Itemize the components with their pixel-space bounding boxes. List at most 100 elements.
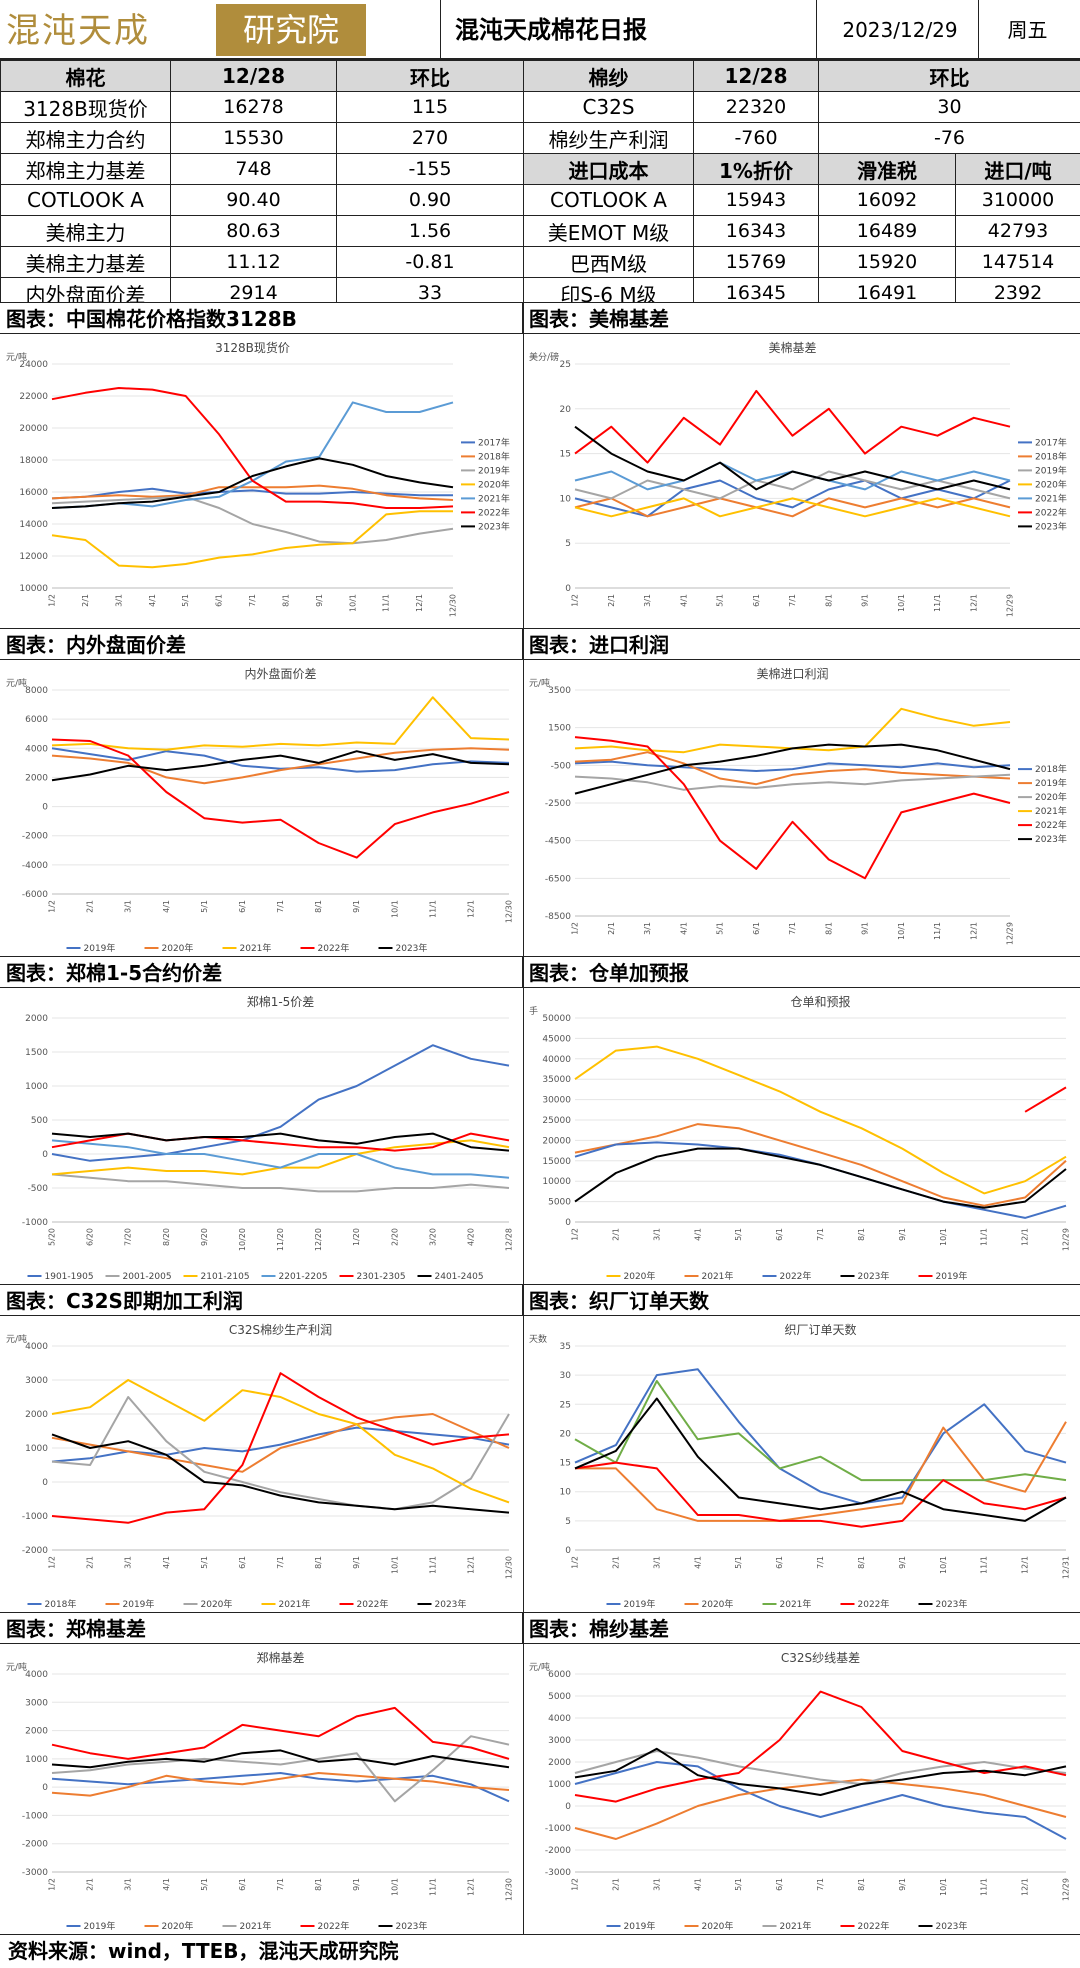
legend-label: 2020年: [162, 1920, 194, 1932]
y-tick-label: 3500: [548, 686, 571, 696]
x-tick-label: 1/2: [48, 1556, 57, 1569]
y-tick-label: 24000: [19, 360, 48, 370]
x-tick-label: 10/1: [939, 1878, 948, 1896]
x-tick-label: 2/1: [86, 1556, 95, 1569]
chart-yarn-basis: C32S纱线基差元/吨-3000-2000-100001000200030004…: [523, 1644, 1080, 1934]
legend-label: 2020年: [624, 1270, 656, 1282]
legend-label: 2023年: [396, 1920, 428, 1932]
x-tick-label: 8/1: [314, 900, 323, 913]
legend-label: 2019年: [624, 1598, 656, 1610]
cell-value: 16278: [171, 92, 337, 123]
legend-label: 2018年: [1035, 763, 1067, 775]
chart-inner-outer-spread: 内外盘面价差元/吨-6000-4000-20000200040006000800…: [0, 660, 523, 956]
chart-title: 美棉进口利润: [756, 667, 828, 681]
legend-label: 2017年: [478, 436, 510, 448]
x-tick-label: 11/1: [428, 900, 437, 918]
y-tick-label: 0: [42, 803, 48, 813]
y-tick-label: 40000: [542, 1055, 571, 1065]
y-tick-label: 25: [560, 1400, 571, 1410]
legend-label: 2023年: [478, 520, 510, 532]
x-tick-label: 1/2: [571, 1228, 580, 1241]
section-title: 图表：郑棉基差: [0, 1612, 523, 1644]
section-title: 图表：C32S即期加工利润: [0, 1284, 523, 1316]
x-tick-label: 8/1: [824, 594, 833, 607]
y-tick-label: 2000: [25, 1727, 48, 1737]
y-tick-label: 12000: [19, 552, 48, 562]
row-label: 美棉主力基差: [1, 247, 171, 278]
y-tick-label: -500: [28, 1184, 49, 1194]
y-tick-label: 20000: [19, 424, 48, 434]
x-tick-label: 9/1: [352, 900, 361, 913]
x-tick-label: 9/1: [861, 922, 870, 935]
legend-label: 2018年: [45, 1598, 77, 1610]
cell-change: 115: [337, 92, 524, 123]
y-tick-label: 2000: [25, 1014, 48, 1024]
x-tick-label: 5/1: [200, 1878, 209, 1891]
x-tick-label: 7/1: [788, 922, 797, 935]
legend-label: 2019年: [123, 1598, 155, 1610]
series-line: [575, 1149, 1066, 1208]
x-tick-label: 6/1: [238, 1878, 247, 1891]
table-header-row: 棉纱 12/28 环比: [524, 61, 1080, 92]
y-tick-label: 18000: [19, 456, 48, 466]
chart-title: 郑棉基差: [256, 1650, 304, 1665]
legend-label: 2022年: [858, 1920, 890, 1932]
legend-label: 2023年: [1035, 833, 1067, 845]
legend-label: 2001-2005: [123, 1272, 172, 1282]
x-tick-label: 5/20: [48, 1228, 57, 1246]
cell-change: 30: [819, 92, 1080, 123]
x-tick-label: 4/1: [693, 1556, 702, 1569]
x-tick-label: 8/1: [824, 922, 833, 935]
y-axis-label: 元/吨: [6, 677, 27, 689]
x-tick-label: 12/29: [1006, 594, 1015, 617]
legend-label: 2018年: [478, 450, 510, 462]
x-tick-label: 12/1: [969, 594, 978, 612]
x-tick-label: 7/1: [816, 1878, 825, 1891]
legend-label: 2021年: [780, 1598, 812, 1610]
x-tick-label: 9/1: [315, 594, 324, 607]
x-tick-label: 6/1: [238, 900, 247, 913]
x-tick-label: 8/1: [314, 1556, 323, 1569]
y-axis-label: 元/吨: [529, 677, 550, 689]
x-tick-label: 10/1: [939, 1228, 948, 1246]
row-label: 郑棉主力合约: [1, 123, 171, 154]
section-title: 图表：内外盘面价差: [0, 628, 523, 660]
x-tick-label: 1/2: [571, 594, 580, 607]
chart-title: 织厂订单天数: [784, 1322, 856, 1337]
x-tick-label: 7/20: [124, 1228, 133, 1246]
series-line: [575, 737, 1010, 878]
source-footer: 资料来源：wind，TTEB，混沌天成研究院: [0, 1934, 1080, 1967]
x-tick-label: 7/1: [276, 900, 285, 913]
cell-value: 16489: [819, 216, 956, 247]
x-tick-label: 6/1: [215, 594, 224, 607]
x-tick-label: 12/31: [1062, 1556, 1071, 1579]
y-tick-label: 35000: [542, 1075, 571, 1085]
series-line: [52, 1428, 509, 1462]
y-tick-label: 5: [565, 1517, 571, 1527]
series-line: [575, 463, 1010, 490]
y-tick-label: 2000: [548, 1758, 571, 1768]
x-tick-label: 2/1: [86, 900, 95, 913]
y-tick-label: -1000: [545, 1824, 571, 1834]
table-row: 棉纱生产利润-760-76: [524, 123, 1080, 154]
x-tick-label: 9/1: [352, 1556, 361, 1569]
legend-label: 2022年: [478, 506, 510, 518]
x-tick-label: 4/1: [162, 1556, 171, 1569]
y-tick-label: 3000: [548, 1736, 571, 1746]
x-tick-label: 8/1: [314, 1878, 323, 1891]
col-header: 12/28: [171, 61, 337, 92]
x-tick-label: 6/1: [238, 1556, 247, 1569]
x-tick-label: 7/1: [788, 594, 797, 607]
x-tick-label: 5/1: [734, 1556, 743, 1569]
x-tick-label: 1/2: [571, 1556, 580, 1569]
legend-label: 2020年: [1035, 478, 1067, 490]
y-tick-label: 35: [560, 1342, 571, 1352]
y-tick-label: -8500: [545, 912, 571, 922]
import-header-row: 进口成本 1%折价 滑准税 进口/吨: [524, 154, 1080, 185]
cell-change: -0.81: [337, 247, 524, 278]
x-tick-label: 12/1: [466, 1556, 475, 1574]
